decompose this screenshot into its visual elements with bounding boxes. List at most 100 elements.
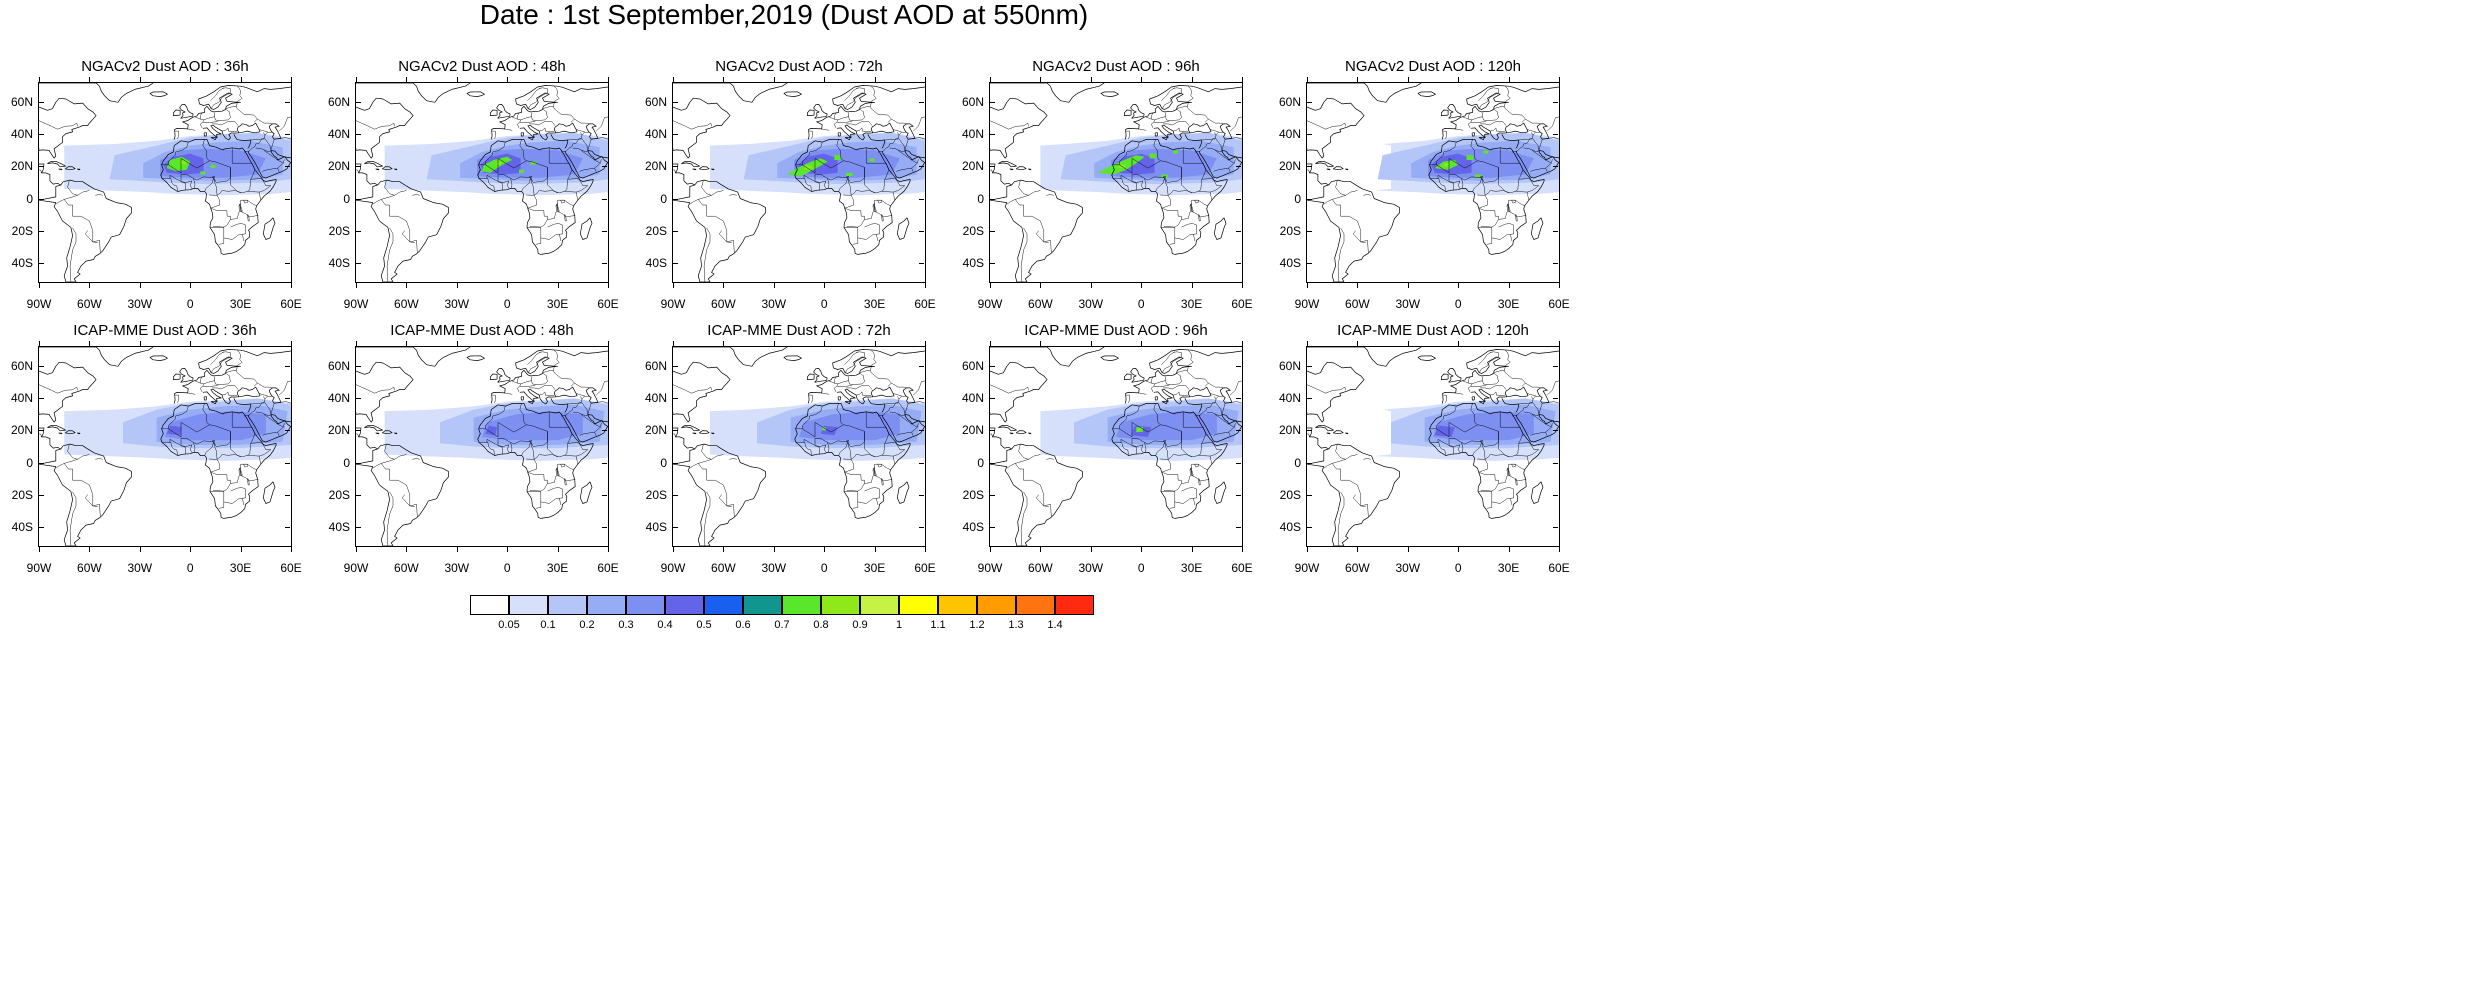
jamaica-coast [1009,168,1014,171]
border-af-26 [1530,150,1552,173]
border-af-10 [527,207,548,228]
madagascar-coast [1530,217,1544,240]
latitude-tick-label: 40N [1278,127,1301,142]
latitude-tick [602,166,607,168]
south-america-coast [356,443,449,546]
sicily-coast [1478,136,1485,141]
border-af-22 [1189,203,1192,212]
border-af-21 [510,442,513,453]
border-af-12 [540,498,562,506]
border-af-24 [889,147,905,152]
latitude-tick [285,494,290,496]
iran-coast [1538,150,1559,159]
latitude-tick [990,462,995,464]
lake-chad [529,440,532,443]
border-af-15 [557,463,574,471]
border-af-9 [843,458,854,473]
border-af-28 [917,159,919,164]
dust-aod-region [180,160,187,165]
latitude-tick [1236,166,1241,168]
border-eu-5 [1471,106,1526,123]
border-sa-1 [1015,199,1052,253]
greenland-east-coast [1385,83,1422,103]
border-eu-12 [210,351,224,365]
latitude-tick-label: 20S [328,487,350,502]
border-af-13 [1498,223,1514,235]
longitude-tick-label: 60E [1231,561,1253,575]
longitude-tick [874,341,876,346]
border-af-26 [579,414,601,437]
border-af-20 [1131,174,1137,191]
iceland-coast [1417,91,1436,97]
latitude-tick [919,494,924,496]
iran-coast [904,414,925,423]
europe-coast [1124,85,1242,140]
longitude-tick [1508,283,1510,288]
border-mexico-central [1307,169,1310,173]
uk-coast [1130,104,1145,119]
border-eu-7 [1153,384,1170,387]
arabia-coast [564,150,608,179]
border-sa-6 [1046,458,1054,460]
border-eu-8 [846,385,873,390]
border-af-29 [587,401,608,415]
sardinia-coast [1471,132,1476,137]
border-eu-3 [194,116,204,128]
border-af-8 [838,177,848,192]
dust-aod-region [822,427,826,431]
latitude-tick [990,430,995,432]
border-eu-9 [1495,391,1506,396]
longitude-tick-label: 90W [1294,561,1320,575]
longitude-tick [356,341,357,346]
border-sa-1 [64,199,101,253]
lake-malawi [247,478,250,486]
greenland-east-coast [1068,83,1105,103]
south-america-coast [990,443,1083,546]
border-af-12 [540,234,562,242]
border-us-canada [356,120,395,130]
longitude-tick-label: 30E [863,561,886,575]
border-sa-6 [412,458,420,460]
border-af-15 [1191,463,1208,471]
latitude-tick-label: 20N [10,159,33,174]
greenland-coast [39,83,119,103]
longitude-tick [723,77,725,82]
longitude-tick [291,341,292,346]
latitude-tick [919,166,924,168]
latitude-tick [356,462,361,464]
border-af-3 [1437,174,1461,189]
iceland-coast [1100,355,1119,361]
iceland-coast [1100,91,1119,97]
border-af-20 [814,174,820,191]
border-mexico-central [673,433,676,437]
longitude-tick [824,341,826,346]
border-eu-3 [194,380,204,392]
latitude-tick-label: 40N [1278,391,1301,406]
longitude-tick [240,341,242,346]
border-af-30 [584,131,590,134]
border-af-13 [1181,487,1197,499]
border-eu-17 [1547,380,1559,396]
latitude-tick-label: 20N [644,423,667,438]
latitude-tick-label: 20N [961,423,984,438]
longitude-tick-label: 30W [761,297,787,311]
longitude-tick [773,341,775,346]
border-af-15 [874,463,891,471]
greenland-coast [990,83,1070,103]
italy-coast [1470,124,1490,138]
longitude-tick-label: 60W [1345,561,1370,575]
border-af-20 [1131,438,1137,455]
border-eu-8 [1480,121,1507,126]
border-af-22 [1506,203,1509,212]
latitude-tick [673,102,678,104]
greenland-coast [1307,347,1387,367]
longitude-tick [1407,341,1409,346]
border-sa-3 [1352,230,1366,243]
ireland-coast [173,109,181,116]
border-af-18 [547,211,558,220]
jamaica-coast [58,168,63,171]
lake-tanganyika [1507,467,1511,477]
hispaniola-coast [698,430,710,435]
south-america-coast [39,443,132,546]
longitude-tick [1458,341,1460,346]
